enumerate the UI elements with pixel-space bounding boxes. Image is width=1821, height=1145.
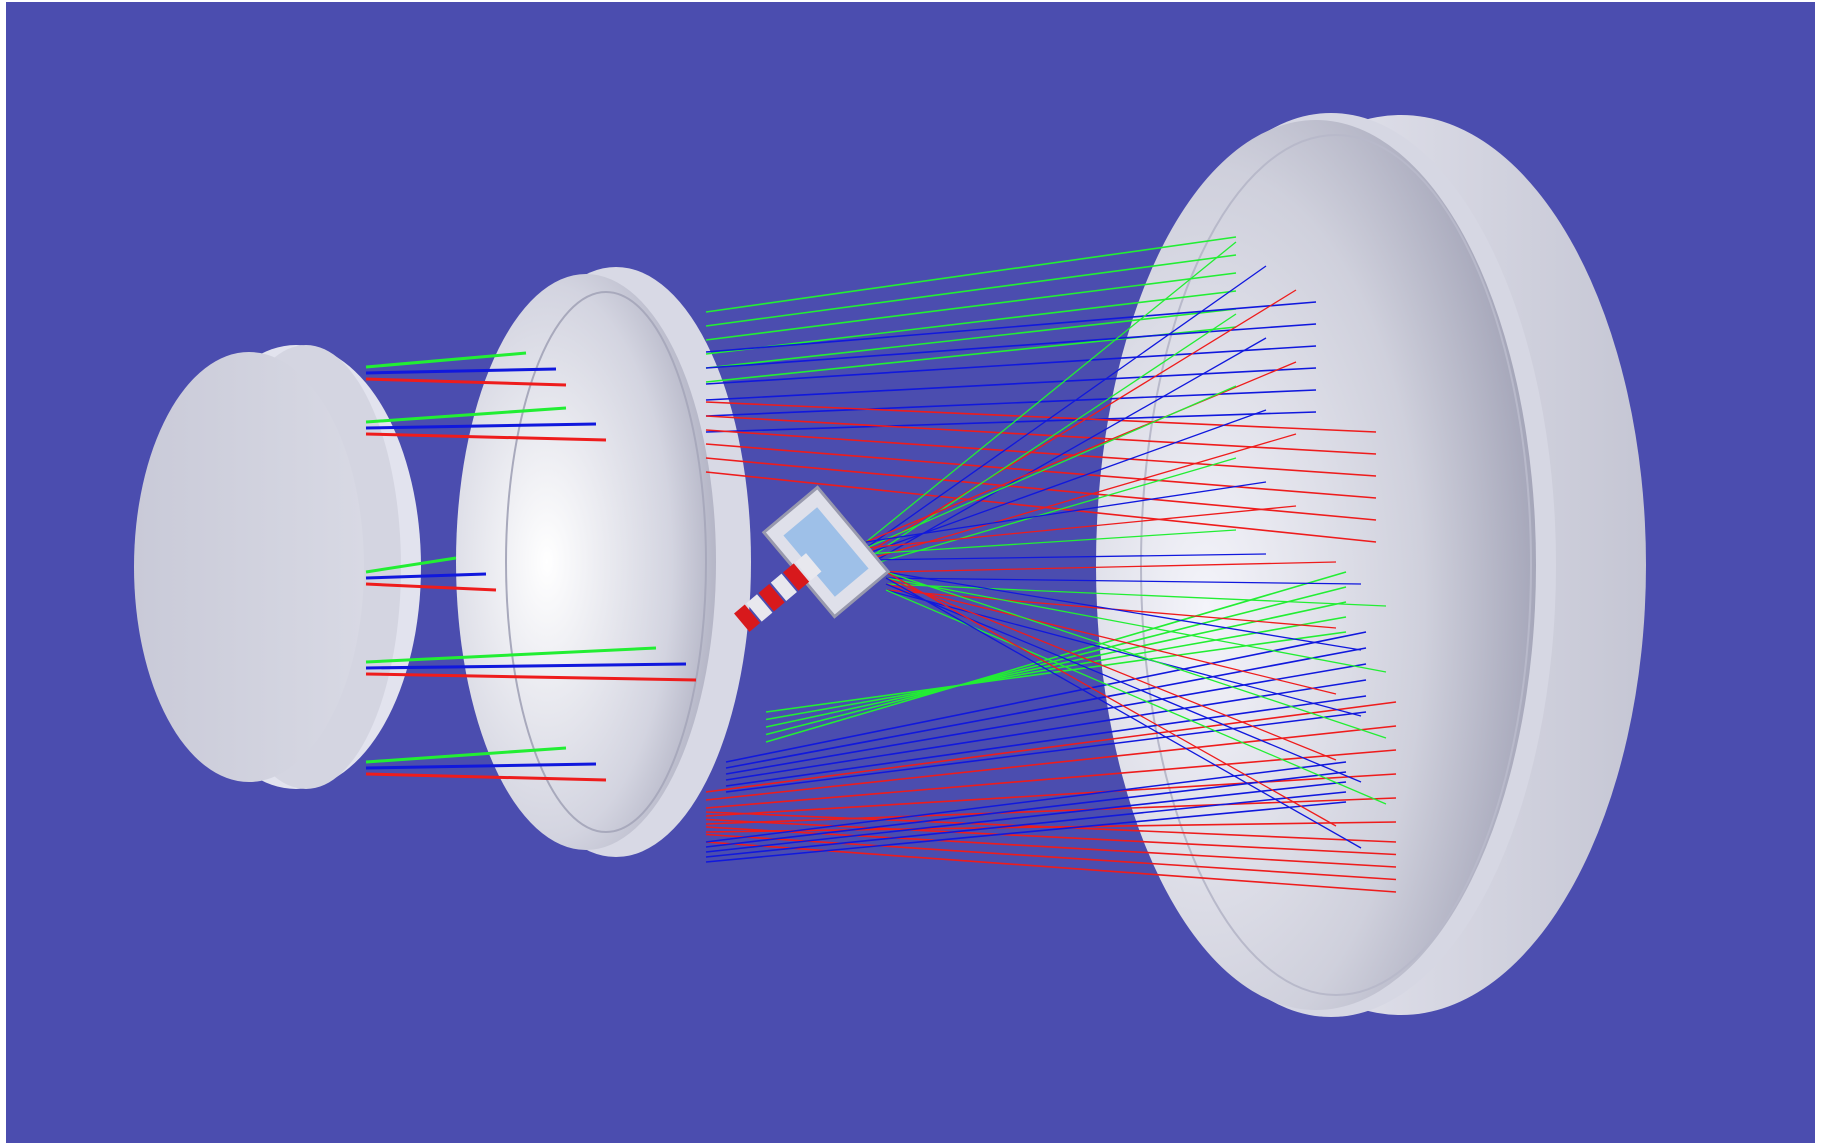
ray-segment <box>705 429 1377 477</box>
ray-segment <box>365 406 567 424</box>
primary-mirror-inner <box>1140 134 1532 996</box>
detector-window <box>783 507 869 597</box>
ray-segment <box>865 313 1237 561</box>
ray-segment <box>885 589 1362 717</box>
ray-segment <box>705 771 1347 848</box>
ray-segment <box>765 601 1347 728</box>
ray-segment <box>705 781 1347 853</box>
detector-stripe <box>758 583 785 612</box>
primary-mirror-face <box>1096 120 1536 1010</box>
ray-segment <box>365 746 567 764</box>
ray-segment <box>885 583 1337 695</box>
detector-stripe <box>746 594 773 622</box>
ray-segment <box>705 290 1237 355</box>
ray-segment <box>365 646 657 664</box>
ray-segment <box>365 672 697 682</box>
ray-segment <box>885 583 1387 607</box>
optical-ray-trace-scene <box>6 2 1815 1143</box>
ray-segment <box>705 415 1377 455</box>
ray-segment <box>365 772 607 782</box>
ray-segment <box>765 586 1347 736</box>
ray-segment <box>885 561 1337 573</box>
ray-segment <box>705 236 1237 313</box>
ray-segment <box>365 377 567 387</box>
ray-segment <box>885 577 1387 673</box>
tertiary-mirror <box>134 345 421 789</box>
ray-segment <box>705 308 1237 369</box>
ray-segment <box>725 663 1367 775</box>
ray-segment <box>885 571 1387 739</box>
detector-stripe <box>734 604 761 632</box>
ray-segment <box>865 337 1267 567</box>
ray-segment <box>865 409 1267 555</box>
ray-segment <box>705 401 1377 433</box>
ray-segment <box>725 679 1367 781</box>
ray-segment <box>705 411 1317 433</box>
ray-segment <box>865 553 1267 561</box>
ray-segment <box>705 761 1347 843</box>
tertiary-mirror-face <box>134 352 364 782</box>
ray-segment <box>725 695 1367 787</box>
detector-stripes <box>734 553 822 632</box>
ray-segment <box>865 265 1267 549</box>
ray-segment <box>705 773 1397 817</box>
ray-segment <box>705 801 1347 863</box>
ray-segment <box>705 791 1347 858</box>
ray-segment <box>705 323 1317 369</box>
detector-stripe <box>770 573 797 602</box>
ray-segment <box>885 577 1362 585</box>
ray-segment <box>705 345 1317 385</box>
detector-stripe <box>795 553 822 581</box>
ray-segment <box>705 272 1237 341</box>
ray-segment <box>705 833 1397 881</box>
ray-segment <box>365 582 497 592</box>
ray-segment <box>365 556 457 574</box>
ray-segment <box>885 577 1337 761</box>
secondary-mirror-inner <box>505 291 707 833</box>
ray-segment <box>865 361 1297 543</box>
ray-segment <box>365 367 557 375</box>
ray-segment <box>865 433 1297 561</box>
ray-segment <box>705 471 1377 543</box>
ray-segment <box>705 818 1397 856</box>
ray-segment <box>365 351 527 369</box>
ray-segment <box>865 385 1237 549</box>
ray-segment <box>885 571 1362 651</box>
ray-segment <box>365 432 607 442</box>
ray-segment <box>365 422 597 430</box>
ray-segment <box>705 811 1397 843</box>
ray-segment <box>865 529 1237 555</box>
ray-segment <box>705 301 1317 353</box>
ray-segment <box>865 241 1237 543</box>
ray-segment <box>705 701 1397 793</box>
detector-assembly <box>734 485 891 632</box>
detector-stripe <box>783 563 810 591</box>
ray-segment <box>885 577 1362 849</box>
ray-segment <box>865 505 1297 549</box>
ray-segment <box>365 662 687 670</box>
ray-segment <box>865 289 1297 555</box>
ray-segment <box>365 762 597 770</box>
ray-segment <box>705 367 1317 401</box>
ray-segment <box>865 481 1267 543</box>
ray-segment <box>765 631 1347 713</box>
ray-bundles <box>365 236 1397 893</box>
ray-segment <box>725 647 1367 769</box>
ray-segment <box>865 457 1237 567</box>
ray-segment <box>365 572 487 580</box>
ray-segment <box>885 571 1337 827</box>
secondary-mirror <box>456 267 751 857</box>
ray-segment <box>725 711 1367 793</box>
ray-segment <box>705 841 1397 893</box>
ray-segment <box>705 254 1237 327</box>
ray-segment <box>705 389 1317 417</box>
ray-segment <box>725 631 1367 763</box>
